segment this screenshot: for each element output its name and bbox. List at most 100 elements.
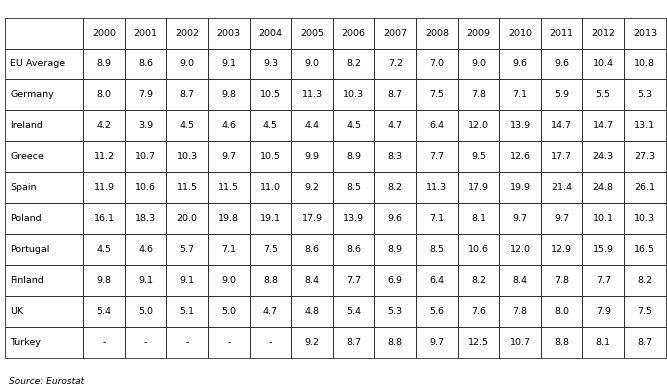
Bar: [458, 327, 500, 358]
Bar: [83, 296, 125, 327]
Bar: [624, 48, 666, 79]
Bar: [83, 110, 125, 141]
Text: 8.4: 8.4: [512, 276, 528, 285]
Text: 11.3: 11.3: [426, 183, 448, 192]
Text: 8.1: 8.1: [471, 214, 486, 223]
Bar: [582, 296, 624, 327]
Bar: [333, 265, 374, 296]
Bar: [582, 48, 624, 79]
Text: 2008: 2008: [425, 29, 449, 38]
Bar: [167, 265, 208, 296]
Text: 4.2: 4.2: [97, 121, 111, 130]
Text: 8.6: 8.6: [346, 245, 361, 254]
Text: 8.2: 8.2: [388, 183, 403, 192]
Bar: [541, 234, 582, 265]
Bar: [208, 110, 249, 141]
Bar: [291, 234, 333, 265]
Text: 2007: 2007: [384, 29, 408, 38]
Text: 4.6: 4.6: [138, 245, 153, 254]
Bar: [249, 327, 291, 358]
Text: 17.9: 17.9: [468, 183, 489, 192]
Bar: [167, 18, 208, 48]
Bar: [125, 203, 167, 234]
Text: 2012: 2012: [591, 29, 615, 38]
Text: 10.7: 10.7: [135, 152, 156, 161]
Text: 4.7: 4.7: [263, 307, 278, 316]
Bar: [541, 265, 582, 296]
Bar: [125, 265, 167, 296]
Bar: [500, 172, 541, 203]
Bar: [541, 141, 582, 172]
Text: 9.9: 9.9: [305, 152, 319, 161]
Bar: [333, 141, 374, 172]
Text: 5.4: 5.4: [97, 307, 111, 316]
Text: 2010: 2010: [508, 29, 532, 38]
Text: 7.1: 7.1: [512, 90, 528, 99]
Bar: [582, 18, 624, 48]
Bar: [458, 203, 500, 234]
Text: 9.6: 9.6: [554, 59, 569, 68]
Bar: [167, 172, 208, 203]
Text: 9.8: 9.8: [97, 276, 111, 285]
Text: 12.0: 12.0: [468, 121, 489, 130]
Text: 8.0: 8.0: [97, 90, 111, 99]
Text: Turkey: Turkey: [10, 338, 41, 347]
Bar: [582, 110, 624, 141]
Bar: [541, 18, 582, 48]
Text: 16.5: 16.5: [634, 245, 656, 254]
Bar: [624, 110, 666, 141]
Text: 5.5: 5.5: [596, 90, 611, 99]
Bar: [125, 18, 167, 48]
Text: Portugal: Portugal: [10, 245, 49, 254]
Bar: [458, 296, 500, 327]
Text: UK: UK: [10, 307, 23, 316]
Bar: [5, 18, 83, 48]
Bar: [125, 327, 167, 358]
Bar: [249, 296, 291, 327]
Text: 8.7: 8.7: [638, 338, 652, 347]
Text: 7.5: 7.5: [638, 307, 652, 316]
Bar: [458, 172, 500, 203]
Text: 24.8: 24.8: [593, 183, 614, 192]
Text: -: -: [227, 338, 231, 347]
Bar: [125, 234, 167, 265]
Bar: [416, 172, 458, 203]
Text: 5.9: 5.9: [554, 90, 569, 99]
Bar: [374, 79, 416, 110]
Bar: [374, 234, 416, 265]
Text: 10.6: 10.6: [468, 245, 489, 254]
Text: 4.8: 4.8: [305, 307, 319, 316]
Text: 2011: 2011: [550, 29, 574, 38]
Bar: [374, 327, 416, 358]
Text: 17.9: 17.9: [301, 214, 323, 223]
Text: 10.5: 10.5: [260, 152, 281, 161]
Bar: [125, 48, 167, 79]
Bar: [167, 141, 208, 172]
Bar: [83, 203, 125, 234]
Bar: [416, 234, 458, 265]
Text: 9.8: 9.8: [221, 90, 236, 99]
Text: 9.7: 9.7: [430, 338, 444, 347]
Text: 9.6: 9.6: [388, 214, 403, 223]
Text: 5.3: 5.3: [388, 307, 403, 316]
Text: 20.0: 20.0: [177, 214, 197, 223]
Text: 2003: 2003: [217, 29, 241, 38]
Text: 8.7: 8.7: [180, 90, 195, 99]
Text: 4.6: 4.6: [221, 121, 236, 130]
Bar: [208, 48, 249, 79]
Text: 12.6: 12.6: [510, 152, 530, 161]
Text: 2005: 2005: [300, 29, 324, 38]
Bar: [291, 172, 333, 203]
Text: 11.3: 11.3: [301, 90, 323, 99]
Bar: [125, 79, 167, 110]
Text: 7.8: 7.8: [471, 90, 486, 99]
Bar: [624, 203, 666, 234]
Bar: [458, 110, 500, 141]
Text: 11.5: 11.5: [218, 183, 239, 192]
Bar: [500, 296, 541, 327]
Bar: [5, 172, 83, 203]
Text: 8.6: 8.6: [305, 245, 319, 254]
Text: 19.8: 19.8: [218, 214, 239, 223]
Text: 4.5: 4.5: [263, 121, 278, 130]
Bar: [291, 48, 333, 79]
